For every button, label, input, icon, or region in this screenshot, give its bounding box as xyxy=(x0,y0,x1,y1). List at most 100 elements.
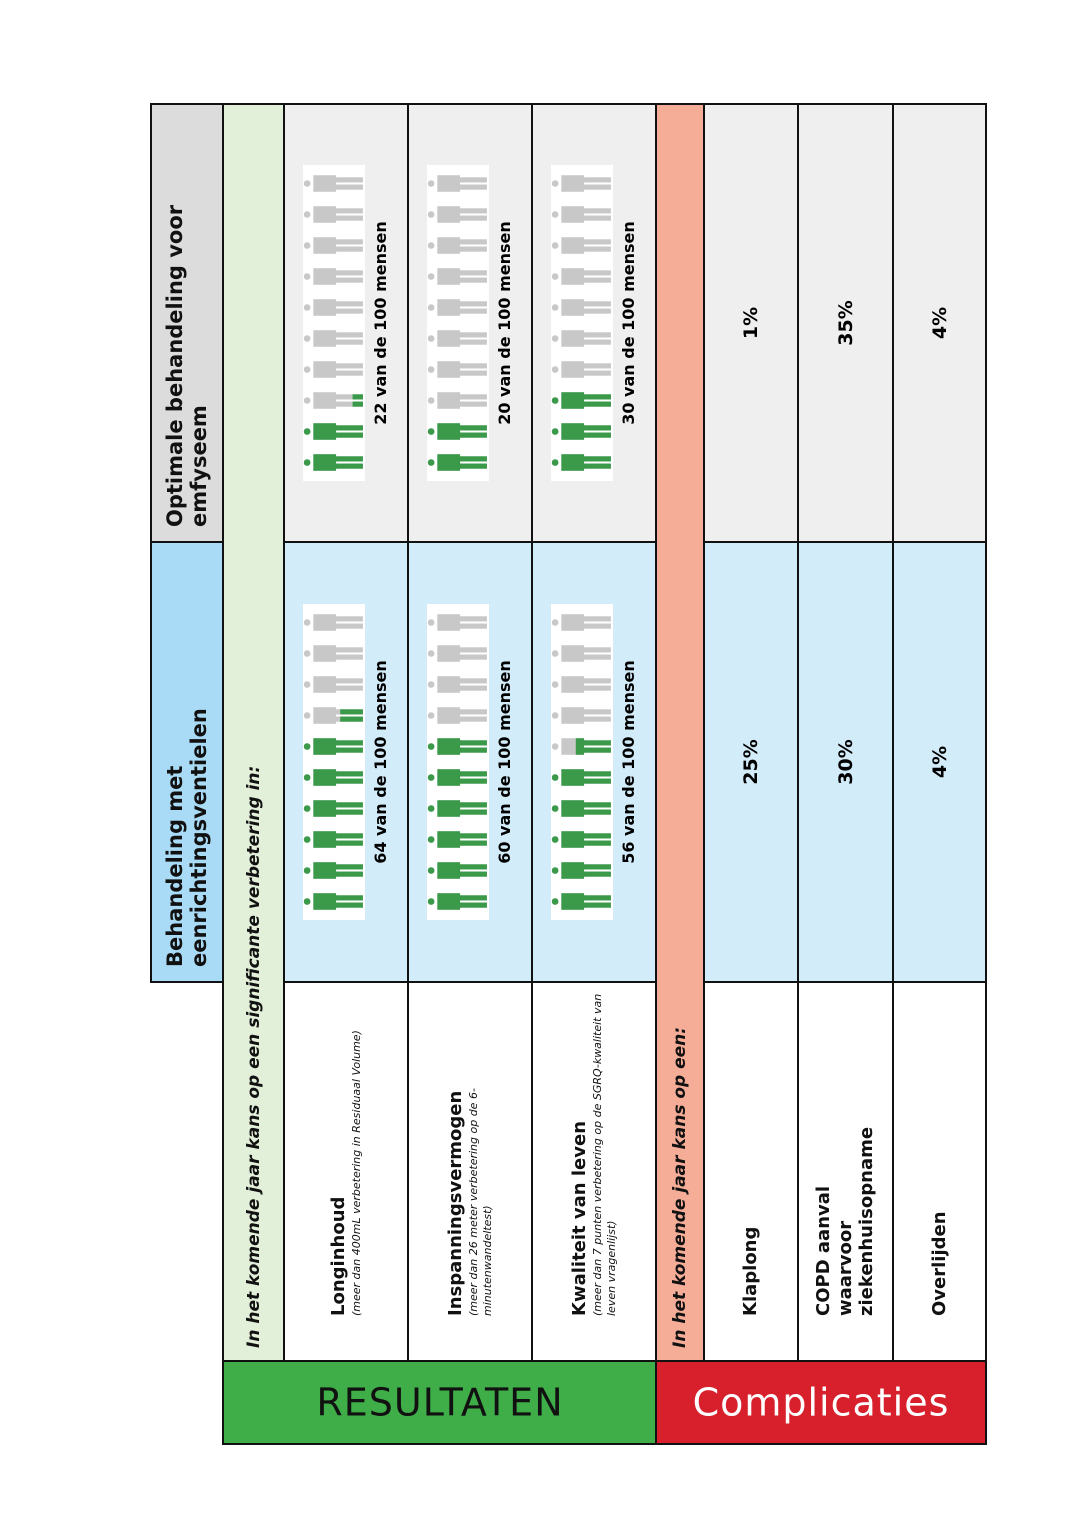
person-icon xyxy=(427,454,487,471)
person-icon xyxy=(551,392,611,409)
person-icon xyxy=(303,738,363,755)
people-pictogram xyxy=(302,604,365,920)
results-intro: In het komende jaar kans op een signific… xyxy=(222,103,285,1362)
person-icon xyxy=(551,862,611,879)
person-icon xyxy=(427,800,487,817)
person-icon xyxy=(551,800,611,817)
complications-label-text: Complicaties xyxy=(692,1380,950,1425)
result-count: 22 van de 100 mensen xyxy=(370,221,390,425)
person-icon xyxy=(427,645,487,662)
person-icon xyxy=(303,175,363,192)
complication-title: Overlijden xyxy=(928,1211,950,1316)
result-count: 30 van de 100 mensen xyxy=(618,221,638,425)
person-icon xyxy=(303,769,363,786)
person-icon xyxy=(427,206,487,223)
complication-treatment-value: 4% xyxy=(892,541,987,983)
person-icon xyxy=(551,738,611,755)
person-icon xyxy=(303,237,363,254)
complications-intro: In het komende jaar kans op een: xyxy=(655,103,705,1362)
person-icon xyxy=(427,361,487,378)
person-icon xyxy=(551,893,611,910)
result-subtitle: (meer dan 26 meter verbetering op de 6-m… xyxy=(466,1088,494,1316)
results-label-text: RESULTATEN xyxy=(315,1380,564,1425)
person-icon xyxy=(427,268,487,285)
person-icon xyxy=(427,738,487,755)
person-icon xyxy=(551,330,611,347)
person-icon xyxy=(303,676,363,693)
person-icon xyxy=(427,831,487,848)
result-subtitle: (meer dan 400mL verbetering in Residuaal… xyxy=(349,1030,363,1316)
comparison-table: Behandeling met eenrichtingsventielen Op… xyxy=(150,103,987,1445)
person-icon xyxy=(427,893,487,910)
person-icon xyxy=(427,707,487,724)
result-optimal-cell: 20 van de 100 mensen xyxy=(407,103,533,543)
person-icon xyxy=(551,707,611,724)
person-icon xyxy=(551,645,611,662)
person-icon xyxy=(303,330,363,347)
result-row-label: Longinhoud (meer dan 400mL verbetering in… xyxy=(283,981,409,1362)
person-icon xyxy=(303,454,363,471)
result-treatment-cell: 64 van de 100 mensen xyxy=(283,541,409,983)
result-count: 64 van de 100 mensen xyxy=(370,660,390,864)
header-treatment: Behandeling met eenrichtingsventielen xyxy=(150,541,224,983)
person-icon xyxy=(551,769,611,786)
result-count: 56 van de 100 mensen xyxy=(618,660,638,864)
complication-treatment-value: 30% xyxy=(797,541,894,983)
complication-optimal-value: 1% xyxy=(703,103,799,543)
person-icon xyxy=(427,330,487,347)
person-icon xyxy=(427,175,487,192)
complication-optimal-value: 4% xyxy=(892,103,987,543)
person-icon xyxy=(427,299,487,316)
people-pictogram xyxy=(426,165,489,481)
person-icon xyxy=(551,361,611,378)
people-pictogram xyxy=(550,604,613,920)
person-icon xyxy=(551,206,611,223)
person-icon xyxy=(551,614,611,631)
complication-optimal-value: 35% xyxy=(797,103,894,543)
person-icon xyxy=(303,299,363,316)
complications-label: Complicaties xyxy=(655,1360,987,1445)
results-label: RESULTATEN xyxy=(222,1360,657,1445)
result-count: 60 van de 100 mensen xyxy=(494,660,514,864)
person-icon xyxy=(303,268,363,285)
person-icon xyxy=(303,645,363,662)
person-icon xyxy=(551,423,611,440)
person-icon xyxy=(551,299,611,316)
result-title: Inspanningsvermogen xyxy=(444,1090,466,1316)
people-pictogram xyxy=(550,165,613,481)
complication-row-label: Overlijden xyxy=(892,981,987,1362)
complication-row-label: Klaplong xyxy=(703,981,799,1362)
person-icon xyxy=(427,676,487,693)
person-icon xyxy=(551,831,611,848)
person-icon xyxy=(427,423,487,440)
person-icon xyxy=(427,614,487,631)
result-count: 20 van de 100 mensen xyxy=(494,221,514,425)
person-icon xyxy=(303,707,363,724)
result-title: Longinhoud xyxy=(328,1196,350,1316)
result-optimal-cell: 30 van de 100 mensen xyxy=(531,103,657,543)
complication-treatment-value: 25% xyxy=(703,541,799,983)
result-treatment-cell: 60 van de 100 mensen xyxy=(407,541,533,983)
complication-title: COPD aanval waarvoor ziekenhuisopname xyxy=(813,1126,878,1316)
header-optimal: Optimale behandeling voor emfyseem xyxy=(150,103,224,543)
person-icon xyxy=(303,831,363,848)
person-icon xyxy=(303,862,363,879)
result-treatment-cell: 56 van de 100 mensen xyxy=(531,541,657,983)
person-icon xyxy=(427,237,487,254)
person-icon xyxy=(427,392,487,409)
person-icon xyxy=(303,392,363,409)
person-icon xyxy=(551,237,611,254)
person-icon xyxy=(303,361,363,378)
result-title: Kwaliteit van leven xyxy=(568,1120,590,1316)
person-icon xyxy=(551,268,611,285)
person-icon xyxy=(551,454,611,471)
result-optimal-cell: 22 van de 100 mensen xyxy=(283,103,409,543)
person-icon xyxy=(303,423,363,440)
person-icon xyxy=(551,175,611,192)
complication-title: Klaplong xyxy=(740,1226,762,1316)
result-subtitle: (meer dan 7 punten verbetering op de SGR… xyxy=(590,993,618,1316)
result-row-label: Inspanningsvermogen (meer dan 26 meter ve… xyxy=(407,981,533,1362)
people-pictogram xyxy=(426,604,489,920)
result-row-label: Kwaliteit van leven (meer dan 7 punten ve… xyxy=(531,981,657,1362)
